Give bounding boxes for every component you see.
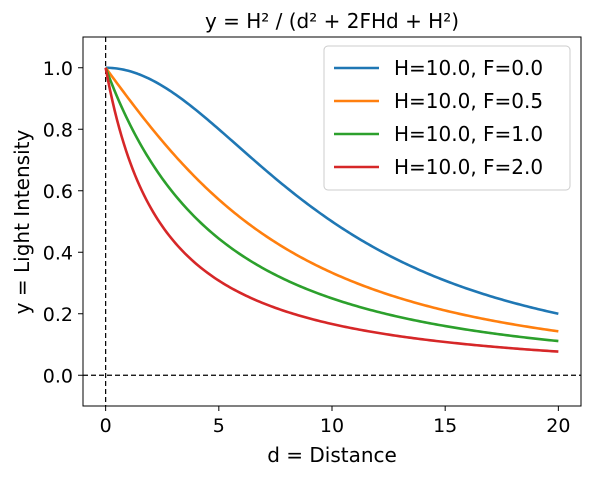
legend-entry-4: H=10.0, F=2.0 [394, 155, 543, 179]
y-tick-label: 1.0 [43, 58, 73, 80]
x-axis-label: d = Distance [267, 443, 397, 467]
y-tick-label: 0.6 [43, 181, 73, 203]
series-line-3 [104, 67, 559, 343]
legend-entry-2: H=10.0, F=0.5 [394, 89, 543, 113]
x-tick-label: 20 [546, 415, 570, 437]
chart-title: y = H² / (d² + 2FHd + H²) [205, 9, 459, 33]
plot-area: 0 5 10 15 200.00.20.40.60.81.0 H=10.0, F=0.0H… [43, 36, 582, 437]
y-tick-label: 0.2 [43, 304, 73, 326]
legend: H=10.0, F=0.0 H=10.0, F=0.5 H=10.0, F=1.0 H… [323, 45, 571, 191]
x-tick-label: 5 [213, 415, 225, 437]
legend-entry-3: H=10.0, F=1.0 [394, 122, 543, 146]
series-line-4 [104, 67, 559, 353]
legend-entry-1: H=10.0, F=0.0 [394, 56, 543, 80]
x-tick-label: 10 [320, 415, 344, 437]
x-tick-label: 15 [433, 415, 457, 437]
x-tick-label: 0 [100, 415, 112, 437]
y-tick-label: 0.4 [43, 242, 73, 264]
series-line-1 [105, 66, 559, 316]
legend-box [323, 45, 571, 191]
y-tick-label: 0.0 [43, 365, 73, 387]
y-tick-label: 0.8 [43, 119, 73, 141]
series-line-2 [104, 66, 559, 333]
y-axis-label: y = Light Intensity [10, 130, 34, 315]
